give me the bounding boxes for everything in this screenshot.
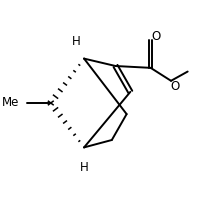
Text: Me: Me [2, 96, 19, 110]
Text: O: O [170, 80, 179, 93]
Text: O: O [152, 30, 161, 43]
Text: H: H [72, 35, 81, 48]
Text: H: H [80, 161, 88, 174]
